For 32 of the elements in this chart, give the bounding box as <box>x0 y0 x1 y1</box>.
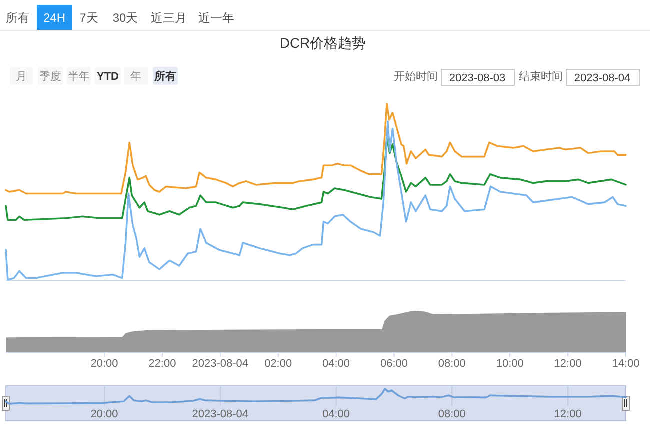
x-tick-label: 04:00 <box>322 408 350 420</box>
x-tick-label: 20:00 <box>90 358 118 370</box>
x-tick-label: 20:00 <box>90 408 118 420</box>
x-tick-label: 02:00 <box>264 358 292 370</box>
chart-title: DCR价格趋势 <box>280 35 366 51</box>
tab-button: 所有 <box>0 5 36 30</box>
zoom-button: YTD <box>95 67 121 85</box>
zoom-button: 半年 <box>67 67 91 85</box>
text: 开始时间 <box>394 70 438 83</box>
x-tick-label: 10:00 <box>496 358 524 370</box>
x-tick-label: 08:00 <box>438 408 466 420</box>
tab-button: 近一年 <box>193 5 240 30</box>
x-tick-label: 2023-08-04 <box>192 408 249 420</box>
date-input: 2023-08-03 <box>441 69 515 86</box>
zoom-button: 月 <box>10 67 33 85</box>
zoom-button: 年 <box>124 67 148 85</box>
tab-button: 近三月 <box>145 5 193 30</box>
x-tick-label: 12:00 <box>554 358 582 370</box>
x-tick-label: 14:00 <box>612 358 640 370</box>
x-tick-label: 22:00 <box>148 358 176 370</box>
x-tick-label: 06:00 <box>380 358 408 370</box>
x-tick-label: 2023-08-04 <box>192 358 249 370</box>
x-tick-label: 04:00 <box>322 358 350 370</box>
x-tick-label: 08:00 <box>438 358 466 370</box>
tab-button: 7天 <box>72 5 106 30</box>
tab-button: 30天 <box>106 5 145 30</box>
tab-button: 24H <box>37 5 72 30</box>
date-input: 2023-08-04 <box>566 69 640 86</box>
zoom-button: 季度 <box>38 67 63 85</box>
text: 结束时间 <box>519 70 563 83</box>
x-tick-label: 12:00 <box>554 408 582 420</box>
zoom-button: 所有 <box>153 67 178 85</box>
